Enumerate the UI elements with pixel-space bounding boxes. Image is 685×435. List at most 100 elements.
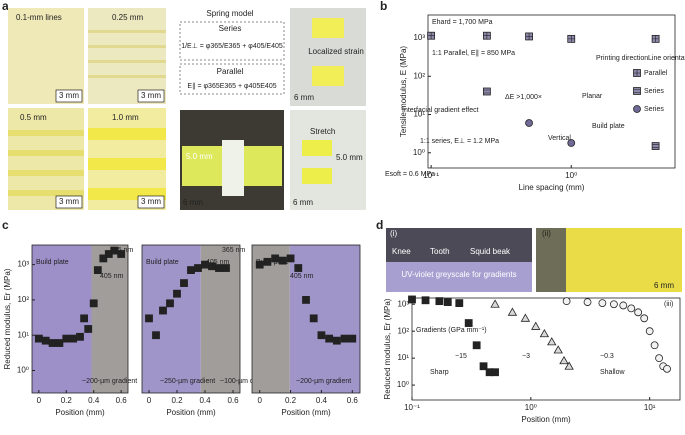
point	[263, 257, 272, 266]
point	[117, 250, 126, 258]
point	[159, 306, 167, 315]
annotation: Esoft = 0.6 MPa	[385, 171, 435, 178]
point	[525, 119, 533, 127]
point	[491, 368, 499, 377]
point	[655, 354, 663, 363]
point	[222, 264, 230, 272]
x-axis-label: Position (mm)	[55, 408, 105, 417]
point-cross	[652, 35, 660, 43]
y-tick-label: 10⁰	[413, 148, 425, 157]
x-tick-label: 0.6	[116, 396, 128, 405]
photo-strip	[302, 140, 332, 156]
point	[93, 266, 102, 274]
x-tick-label: 0.4	[88, 396, 100, 405]
annotation: Build plate	[146, 259, 179, 266]
point	[567, 139, 576, 147]
point	[609, 300, 618, 309]
y-tick-label: 10¹	[17, 330, 29, 339]
scale-label: 3 mm	[141, 197, 161, 206]
scale-label: 3 mm	[141, 91, 161, 100]
y-axis-label: Reduced modulus, Er (MPa)	[3, 268, 12, 369]
photo	[8, 8, 84, 104]
x-tick-label: 10⁰	[565, 171, 577, 180]
point	[41, 336, 50, 345]
point	[640, 314, 649, 323]
annotation: 405 nm	[206, 259, 230, 266]
annotation: Planar	[582, 93, 603, 100]
point	[651, 142, 660, 150]
gauge-label: 5.0 mm	[336, 153, 363, 162]
legend-label: Parallel	[644, 70, 668, 77]
point	[80, 314, 89, 323]
point	[180, 279, 188, 287]
annotation: Sharp	[430, 369, 449, 376]
point	[553, 345, 563, 354]
point-cross	[427, 32, 435, 40]
point	[348, 334, 357, 343]
point	[539, 328, 550, 338]
legend-marker	[633, 105, 641, 113]
annotation: 405 nm	[100, 273, 124, 280]
point	[547, 337, 557, 346]
model-heading: Parallel	[217, 67, 244, 76]
y-tick-label: 10³	[397, 299, 409, 308]
annotation: Ehard = 1,700 MPa	[432, 19, 493, 26]
model-box	[179, 21, 285, 61]
x-axis-label: Line spacing (mm)	[519, 183, 585, 192]
point	[55, 339, 64, 347]
point	[173, 289, 181, 298]
point	[76, 332, 84, 341]
point	[627, 304, 636, 313]
scale-label: 3 mm	[59, 91, 79, 100]
model-box	[179, 63, 285, 95]
annotation: ~250-µm gradient	[160, 378, 215, 385]
photo-label: Localized strain	[308, 47, 364, 56]
scale-box	[137, 89, 165, 103]
point-cross	[525, 32, 533, 40]
point	[650, 341, 659, 350]
panel-letter: a	[2, 0, 9, 13]
x-tick-label: 0	[37, 396, 42, 405]
scale-label: 6 mm	[654, 281, 674, 290]
scale-label: 6 mm	[293, 198, 313, 207]
point	[187, 266, 195, 274]
annotation: ~200-µm gradient	[82, 378, 137, 385]
photo-tag: (ii)	[542, 229, 551, 238]
scale-label: 6 mm	[183, 198, 203, 207]
spacing-label: 0.25 mm	[112, 13, 143, 22]
annotation: 1:1 series, E⊥ = 1.2 MPa	[420, 138, 499, 145]
point	[152, 331, 160, 340]
y-axis-label: Tensile modulus, E (MPa)	[399, 46, 408, 137]
point	[435, 297, 444, 306]
photo-strip	[312, 18, 344, 38]
y-tick-label: 10²	[413, 71, 425, 80]
point	[166, 299, 174, 308]
point	[332, 336, 341, 345]
point	[479, 362, 488, 371]
plot-frame	[31, 244, 129, 394]
x-tick-label: 0.6	[347, 396, 359, 405]
point-lines	[652, 144, 660, 148]
point	[490, 299, 500, 308]
panel-letter: b	[380, 0, 387, 13]
photo-specimen	[222, 140, 244, 196]
point	[663, 364, 671, 373]
point-lines	[483, 89, 491, 94]
item-label: Knee	[392, 247, 411, 256]
scale-box	[55, 195, 83, 209]
point	[309, 314, 318, 323]
annotation: −3	[522, 353, 530, 360]
point	[325, 334, 334, 343]
point	[48, 339, 57, 347]
x-tick-label: 10⁻¹	[404, 403, 420, 412]
y-tick-label: 10³	[413, 33, 425, 42]
annotation: Build plate	[256, 259, 289, 266]
point-cross	[483, 32, 491, 40]
x-axis-label: Position (mm)	[166, 408, 216, 417]
photo-caption: UV-violet greyscale for gradients	[401, 270, 516, 279]
point	[564, 361, 574, 370]
annotation: Build plate	[592, 123, 625, 130]
y-tick-label: 10³	[17, 260, 29, 269]
annotation: Gradients (GPa mm⁻¹)	[416, 327, 487, 334]
